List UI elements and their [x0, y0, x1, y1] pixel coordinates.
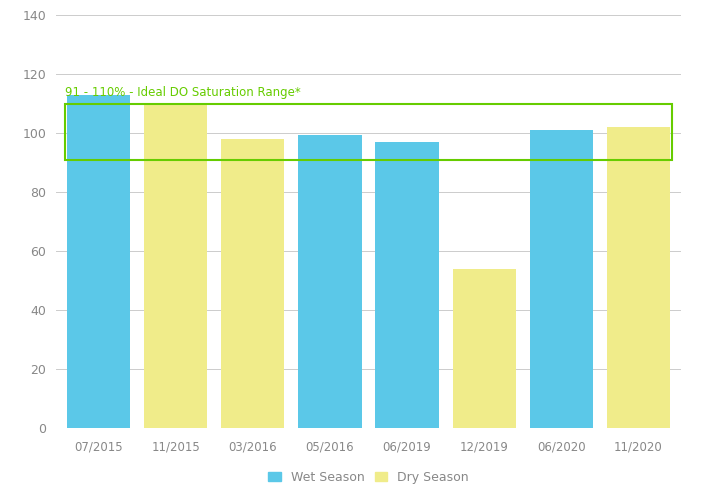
Legend: Wet Season, Dry Season: Wet Season, Dry Season [268, 471, 469, 484]
Bar [221, 139, 284, 428]
Text: 91 - 110% - Ideal DO Saturation Range*: 91 - 110% - Ideal DO Saturation Range* [65, 86, 301, 99]
Bar [65, 104, 672, 159]
Bar [144, 104, 207, 428]
Bar [298, 134, 362, 428]
Bar [530, 130, 593, 428]
Bar [376, 142, 439, 428]
Bar [453, 269, 516, 428]
Bar [607, 127, 670, 428]
Bar [67, 95, 130, 428]
